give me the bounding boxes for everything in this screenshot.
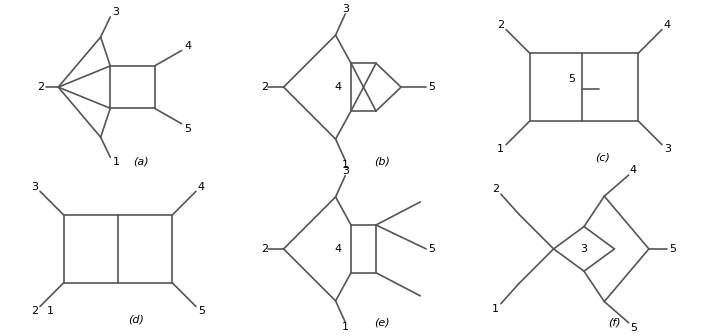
Text: 2: 2 [492, 184, 499, 194]
Text: (e): (e) [374, 318, 390, 328]
Text: 5: 5 [428, 244, 435, 254]
Text: 2: 2 [260, 244, 268, 254]
Text: 2: 2 [31, 306, 38, 316]
Text: (d): (d) [128, 314, 144, 324]
Text: 5: 5 [669, 244, 676, 254]
Text: (f): (f) [608, 318, 621, 328]
Text: 1: 1 [112, 157, 119, 167]
Text: 3: 3 [664, 144, 671, 154]
Text: 1: 1 [492, 304, 499, 314]
Text: 4: 4 [664, 20, 671, 30]
Text: 1: 1 [497, 144, 504, 154]
Text: 5: 5 [198, 306, 205, 316]
Text: 5: 5 [185, 124, 192, 134]
Text: 4: 4 [334, 244, 341, 254]
Text: 1: 1 [342, 160, 349, 170]
Text: 3: 3 [31, 182, 38, 192]
Text: 4: 4 [198, 182, 205, 192]
Text: 2: 2 [37, 82, 44, 92]
Text: 3: 3 [342, 166, 349, 176]
Text: 3: 3 [112, 7, 119, 17]
Text: (c): (c) [595, 152, 609, 162]
Text: 4: 4 [185, 41, 192, 50]
Text: 4: 4 [630, 165, 637, 175]
Text: 2: 2 [497, 20, 504, 30]
Text: 3: 3 [342, 4, 349, 14]
Text: (b): (b) [374, 156, 390, 166]
Text: (a): (a) [133, 156, 149, 166]
Text: 1: 1 [46, 306, 53, 316]
Text: 2: 2 [260, 82, 268, 92]
Text: 1: 1 [342, 322, 349, 332]
Text: 5: 5 [630, 323, 637, 333]
Text: 5: 5 [428, 82, 435, 92]
Text: 4: 4 [334, 82, 341, 92]
Text: 3: 3 [581, 244, 588, 254]
Text: 5: 5 [569, 74, 575, 84]
